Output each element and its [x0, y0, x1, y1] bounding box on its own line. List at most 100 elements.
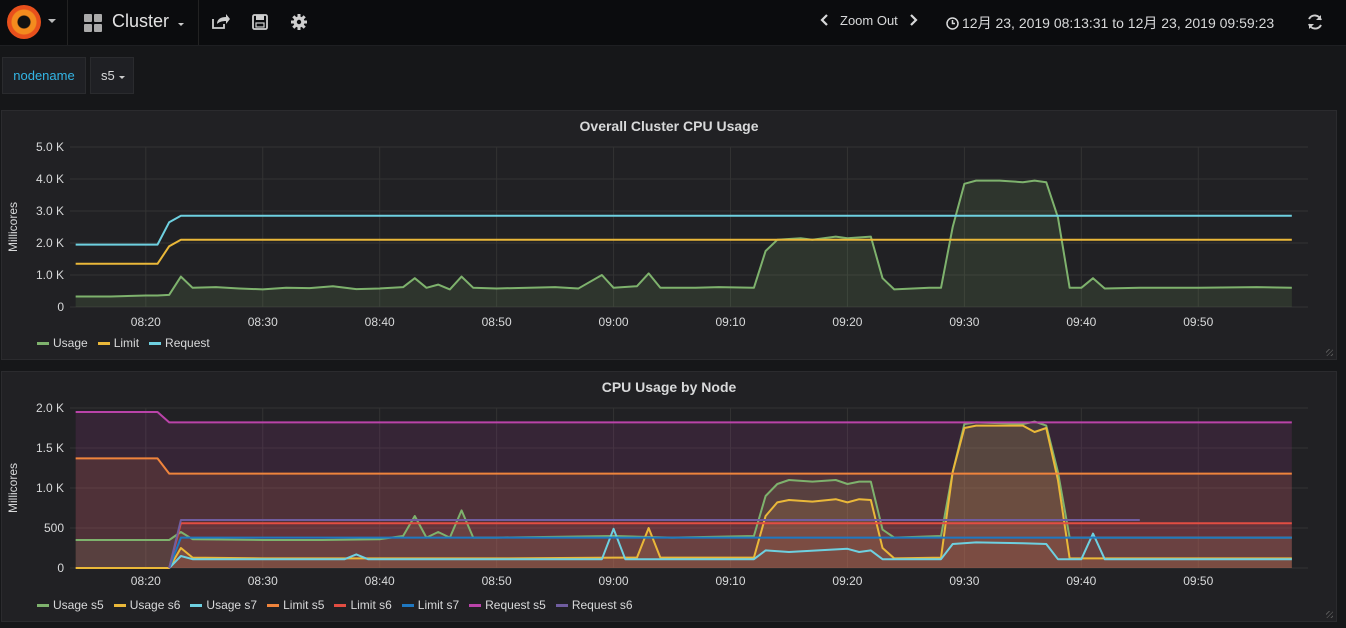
share-icon[interactable]: [209, 11, 231, 33]
series-line-request-s5[interactable]: [75, 411, 1292, 424]
series-area-usage: [75, 180, 1292, 307]
legend-label[interactable]: Usage: [53, 336, 88, 350]
caret-down-icon[interactable]: [48, 19, 56, 23]
legend-label[interactable]: Limit s7: [417, 598, 460, 612]
legend-item-usage-s6[interactable]: Usage s6: [113, 598, 181, 612]
x-tick-label: 08:20: [131, 315, 161, 329]
legend-item-usage-s5[interactable]: Usage s5: [37, 598, 104, 612]
legend-swatch[interactable]: [97, 341, 110, 345]
legend-label[interactable]: Limit: [113, 336, 140, 350]
legend-item-request-s5[interactable]: Request s5: [469, 598, 546, 612]
y-tick-label: 500: [44, 521, 64, 535]
y-axis-label: Millicores: [6, 463, 20, 513]
zoom-out-button[interactable]: Zoom Out: [840, 13, 898, 28]
legend-label[interactable]: Usage s7: [206, 598, 258, 612]
x-tick-label: 09:40: [1066, 574, 1096, 588]
legend-label[interactable]: Request: [165, 336, 210, 350]
panel-title[interactable]: Overall Cluster CPU Usage: [579, 118, 759, 134]
x-tick-label: 09:50: [1183, 315, 1213, 329]
dashboard-title[interactable]: Cluster: [112, 11, 170, 31]
grafana-menu[interactable]: [0, 0, 68, 45]
variable-select-nodename[interactable]: s5: [90, 57, 134, 94]
legend-swatch[interactable]: [37, 341, 49, 345]
caret-down-icon[interactable]: [119, 76, 125, 79]
x-tick-label: 08:50: [482, 574, 512, 588]
legend-swatch[interactable]: [37, 603, 49, 607]
legend-item-limit[interactable]: Limit: [97, 336, 140, 350]
x-tick-label: 09:10: [715, 315, 745, 329]
legend-swatch[interactable]: [469, 603, 482, 607]
y-tick-label: 1.5 K: [36, 441, 64, 455]
legend-swatch[interactable]: [267, 603, 280, 607]
dashboard-picker[interactable]: Cluster: [67, 0, 199, 45]
save-icon[interactable]: [249, 11, 271, 33]
legend-label[interactable]: Limit s5: [283, 598, 325, 612]
series-line-limit-s5[interactable]: [75, 457, 1292, 475]
legend-swatch[interactable]: [334, 603, 347, 607]
refresh-icon[interactable]: [1304, 11, 1326, 33]
chevron-left-icon[interactable]: [820, 14, 830, 26]
series-area-limit-s5: [75, 458, 1292, 568]
caret-down-icon[interactable]: [178, 23, 184, 26]
time-range-picker[interactable]: 12月 23, 2019 08:13:31 to 12月 23, 2019 09…: [946, 13, 1274, 33]
series-area-limit-s6: [169, 523, 1292, 568]
series-line-limit-s7[interactable]: [168, 536, 1292, 569]
legend-label[interactable]: Request s5: [485, 598, 546, 612]
series-line-request-s6[interactable]: [168, 519, 1140, 569]
variable-value[interactable]: s5: [101, 68, 115, 83]
legend-swatch[interactable]: [401, 603, 414, 607]
zoom-out-control: Zoom Out: [820, 13, 918, 28]
resize-handle[interactable]: [1326, 349, 1333, 356]
dashboard-grid-icon: [84, 14, 102, 32]
series-line-request[interactable]: [75, 214, 1292, 246]
legend-item-usage[interactable]: Usage: [37, 336, 88, 350]
x-tick-label: 09:20: [832, 574, 862, 588]
series-line-usage-s7[interactable]: [168, 527, 1292, 569]
legend-item-limit-s7[interactable]: Limit s7: [401, 598, 460, 612]
x-tick-label: 08:30: [248, 574, 278, 588]
y-tick-label: 2.0 K: [36, 236, 64, 250]
legend-swatch[interactable]: [113, 603, 126, 607]
legend-item-request[interactable]: Request: [149, 336, 210, 350]
variable-label-nodename: nodename: [2, 57, 86, 94]
legend-swatch[interactable]: [555, 603, 568, 607]
time-range-label[interactable]: 12月 23, 2019 08:13:31 to 12月 23, 2019 09…: [962, 15, 1275, 31]
legend: Usage s5 Usage s6 Usage s7 Limit s5 Limit s6…: [37, 598, 633, 612]
x-tick-label: 09:10: [715, 574, 745, 588]
series-line-usage[interactable]: [75, 179, 1292, 298]
chevron-right-icon[interactable]: [908, 14, 918, 26]
x-tick-label: 09:40: [1066, 315, 1096, 329]
y-tick-label: 4.0 K: [36, 172, 64, 186]
x-tick-label: 09:30: [949, 574, 979, 588]
chart-cpu-usage-by-node: 0 500 1.0 K 1.5 K 2.0 K 08:20 08:30 08:40 08:50 0…: [6, 401, 1308, 588]
x-tick-label: 08:30: [248, 315, 278, 329]
y-tick-label: 0: [57, 300, 64, 314]
legend-item-request-s6[interactable]: Request s6: [555, 598, 633, 612]
series-line-limit[interactable]: [75, 238, 1292, 265]
legend-item-limit-s5[interactable]: Limit s5: [267, 598, 324, 612]
y-tick-label: 2.0 K: [36, 401, 64, 415]
legend-label[interactable]: Request s6: [571, 598, 633, 612]
y-tick-label: 5.0 K: [36, 140, 64, 154]
legend-item-limit-s6[interactable]: Limit s6: [334, 598, 392, 612]
legend-swatch[interactable]: [190, 603, 203, 607]
grafana-logo-icon[interactable]: [7, 5, 41, 39]
legend-label[interactable]: Usage s5: [53, 598, 104, 612]
x-tick-label: 08:20: [131, 574, 161, 588]
x-tick-label: 09:50: [1183, 574, 1213, 588]
series-area-usage-s5: [75, 421, 1292, 568]
legend-item-usage-s7[interactable]: Usage s7: [190, 598, 257, 612]
x-tick-label: 08:50: [482, 315, 512, 329]
legend-swatch[interactable]: [149, 341, 162, 345]
y-tick-label: 1.0 K: [36, 268, 64, 282]
y-tick-label: 3.0 K: [36, 204, 64, 218]
clock-icon: [946, 17, 959, 30]
top-navbar: Cluster Zoom Out 12月 23, 2019 08:13:31 t…: [0, 0, 1346, 46]
x-tick-label: 08:40: [365, 574, 395, 588]
x-tick-label: 09:00: [599, 315, 629, 329]
panel-title[interactable]: CPU Usage by Node: [601, 379, 737, 395]
resize-handle[interactable]: [1326, 611, 1333, 618]
settings-icon[interactable]: [288, 11, 310, 33]
legend-label[interactable]: Limit s6: [350, 598, 392, 612]
legend-label[interactable]: Usage s6: [129, 598, 181, 612]
